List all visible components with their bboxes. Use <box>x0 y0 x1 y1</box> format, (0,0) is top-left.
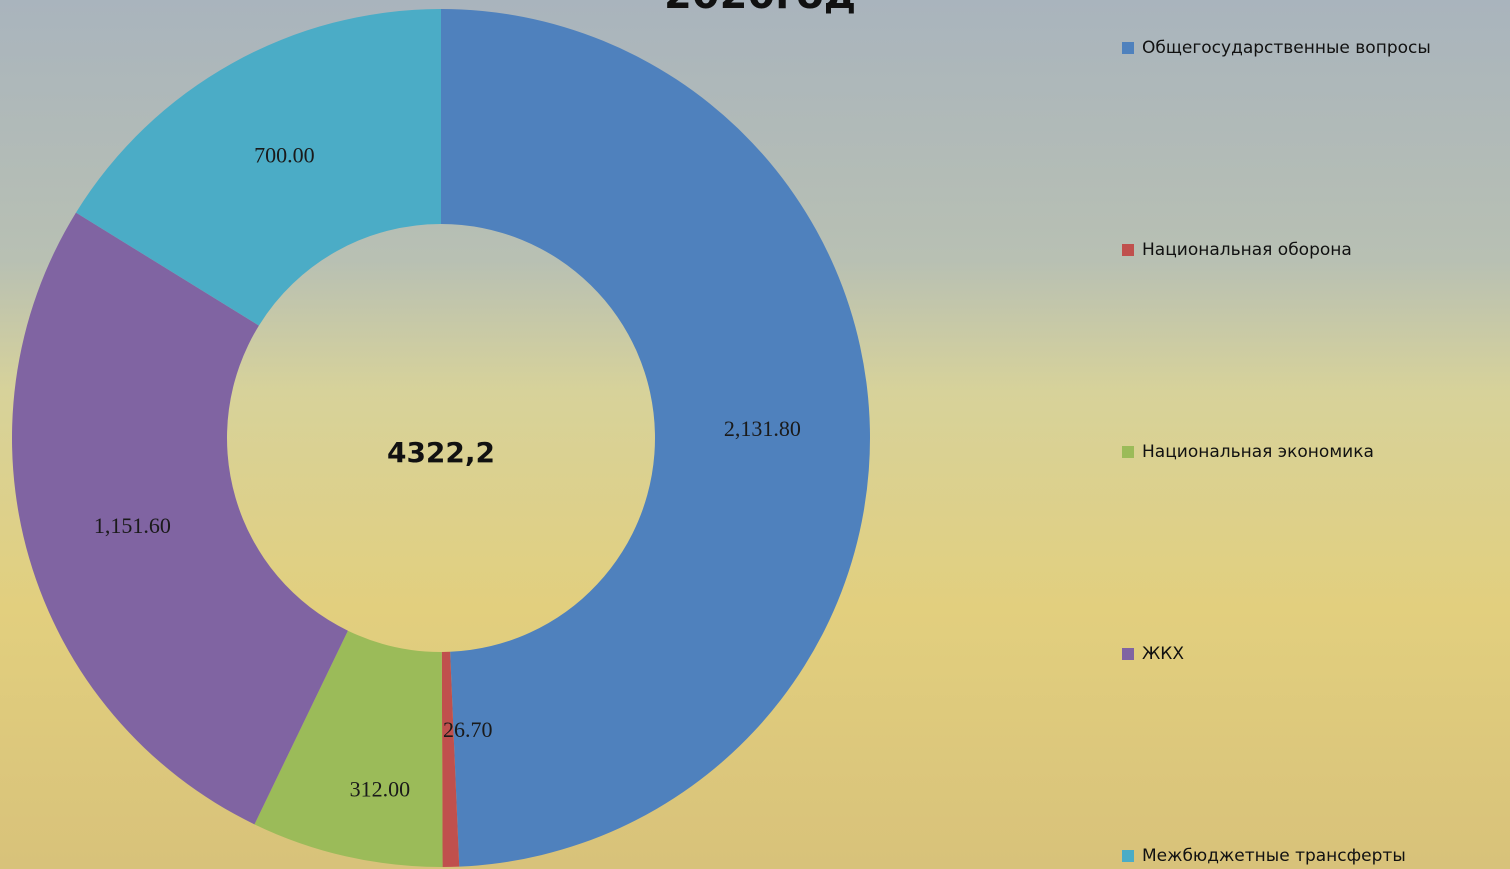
legend-label: Межбюджетные трансферты <box>1142 846 1406 866</box>
value-label: 26.70 <box>443 717 493 742</box>
legend-label: ЖКХ <box>1142 644 1184 664</box>
value-label: 700.00 <box>254 142 315 167</box>
donut-segment <box>75 9 442 326</box>
legend-swatch <box>1122 850 1134 862</box>
legend-swatch <box>1122 648 1134 660</box>
legend-swatch <box>1122 244 1134 256</box>
legend-swatch <box>1122 446 1134 458</box>
donut-segment <box>441 651 460 867</box>
chart-title: 2020год <box>664 0 856 18</box>
donut-segment <box>254 630 443 868</box>
legend-label: Общегосударственные вопросы <box>1142 38 1431 58</box>
legend-label: Национальная оборона <box>1142 240 1352 260</box>
legend-label: Национальная экономика <box>1142 442 1374 462</box>
value-label: 312.00 <box>350 777 411 802</box>
donut-segment <box>441 9 871 867</box>
donut-segment <box>11 212 348 825</box>
center-label: 4322,2 <box>387 436 495 469</box>
value-label: 1,151.60 <box>94 513 171 538</box>
value-label: 2,131.80 <box>724 416 801 441</box>
legend-swatch <box>1122 42 1134 54</box>
